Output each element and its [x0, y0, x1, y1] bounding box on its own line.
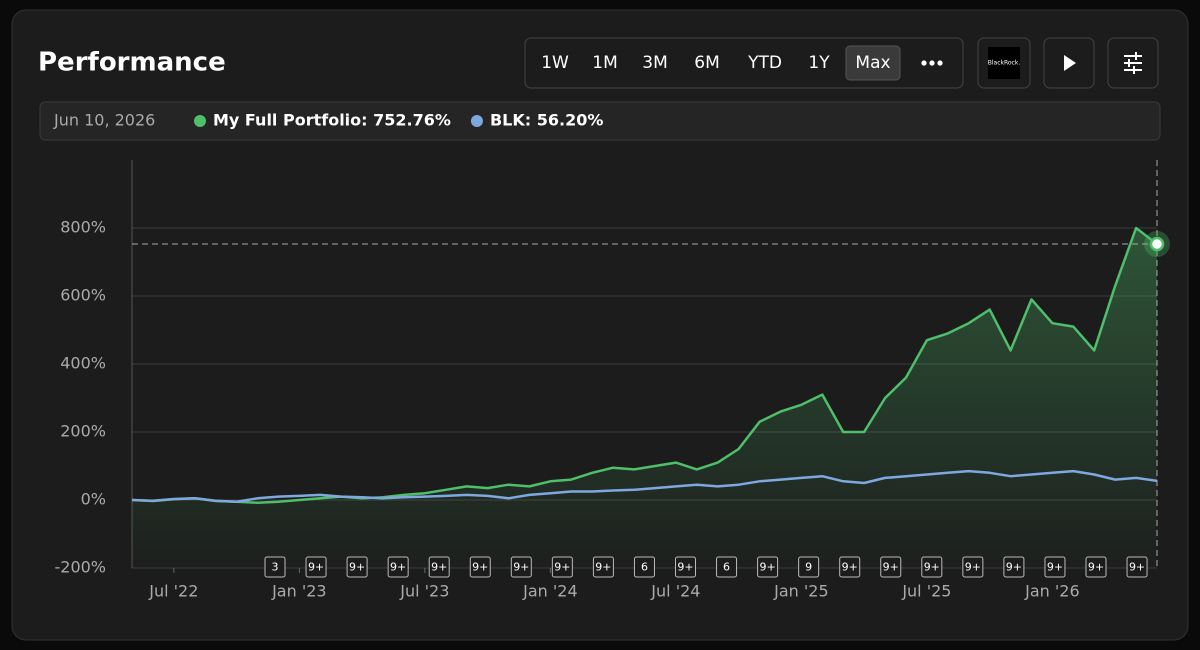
x-tick-label: Jul '24 [650, 582, 700, 601]
event-marker[interactable] [633, 556, 655, 578]
event-marker[interactable] [839, 556, 861, 578]
event-marker[interactable] [387, 556, 409, 578]
event-marker[interactable] [880, 556, 902, 578]
event-marker-label: 9+ [965, 561, 981, 574]
range-button[interactable]: 6M [694, 53, 719, 73]
active-range [845, 45, 901, 81]
range-button[interactable]: 1W [541, 53, 569, 73]
event-marker[interactable] [757, 556, 779, 578]
event-marker-label: 9+ [595, 561, 611, 574]
x-tick-label: Jul '23 [399, 582, 449, 601]
event-marker[interactable] [264, 556, 286, 578]
brand-logo [988, 47, 1020, 79]
event-marker-label: 9+ [431, 561, 447, 574]
x-tick-label: Jan '25 [773, 582, 829, 601]
event-marker-label: 9+ [883, 561, 899, 574]
cursor-point [1149, 236, 1165, 252]
y-tick-label: -200% [54, 558, 106, 577]
event-marker-label: 9+ [1047, 561, 1063, 574]
x-tick-label: Jan '23 [271, 582, 327, 601]
x-tick-label: Jul '25 [901, 582, 951, 601]
legend-colon: : [361, 111, 367, 130]
range-button[interactable]: 1M [592, 53, 617, 73]
event-marker-label: 9+ [349, 561, 365, 574]
event-marker-label: 9 [805, 561, 812, 574]
y-tick-label: 600% [60, 286, 106, 305]
event-marker-label: 9+ [308, 561, 324, 574]
legend-dot [194, 115, 206, 127]
event-marker-label: 9+ [513, 561, 529, 574]
event-marker[interactable] [592, 556, 614, 578]
y-tick-label: 800% [60, 218, 106, 237]
legend-value: 752.76% [373, 111, 451, 130]
x-tick-label: Jul '22 [148, 582, 198, 601]
event-marker-label: 6 [723, 561, 730, 574]
x-tick-label: Jan '26 [1024, 582, 1080, 601]
play-icon [1064, 55, 1076, 71]
event-marker[interactable] [1126, 556, 1148, 578]
event-marker-label: 3 [272, 561, 279, 574]
event-marker[interactable] [305, 556, 327, 578]
event-marker[interactable] [469, 556, 491, 578]
legend-bar [39, 101, 1161, 141]
event-marker-label: 9+ [1088, 561, 1104, 574]
event-marker-label: 9+ [554, 561, 570, 574]
more-button[interactable] [921, 60, 943, 66]
event-marker[interactable] [346, 556, 368, 578]
event-marker[interactable] [716, 556, 738, 578]
settings-icon [1124, 52, 1142, 74]
event-marker-label: 9+ [759, 561, 775, 574]
event-marker[interactable] [675, 556, 696, 578]
x-tick-label: Jan '24 [522, 582, 578, 601]
event-marker[interactable] [1044, 556, 1066, 578]
event-marker[interactable] [510, 556, 532, 578]
legend-name: My Full Portfolio [213, 111, 361, 130]
series-line [131, 469, 1158, 503]
event-marker[interactable] [962, 556, 984, 578]
series-line [131, 226, 1158, 504]
event-marker[interactable] [798, 556, 820, 578]
event-marker-label: 9+ [1129, 561, 1145, 574]
title: Performance [38, 48, 226, 78]
range-button[interactable]: Max [855, 53, 890, 73]
brand-text: BlackRock. [988, 60, 1021, 67]
y-tick-label: 0% [81, 490, 106, 509]
range-button[interactable]: 3M [642, 53, 667, 73]
event-marker[interactable] [921, 556, 943, 578]
event-marker-label: 9+ [1006, 561, 1022, 574]
cursor-date: Jun 10, 2026 [53, 111, 155, 130]
legend-colon: : [525, 111, 531, 130]
event-marker-label: 9+ [842, 561, 858, 574]
event-marker[interactable] [551, 556, 573, 578]
event-marker[interactable] [428, 556, 450, 578]
event-marker-label: 6 [641, 561, 648, 574]
y-tick-label: 400% [60, 354, 106, 373]
legend-value: 56.20% [537, 111, 604, 130]
range-button[interactable]: 1Y [808, 53, 830, 73]
legend-name: BLK [490, 111, 525, 130]
event-marker-label: 9+ [677, 561, 693, 574]
event-marker[interactable] [1085, 556, 1107, 578]
area [132, 228, 1157, 568]
range-button[interactable]: YTD [747, 53, 782, 73]
event-marker[interactable] [1003, 556, 1025, 578]
y-tick-label: 200% [60, 422, 106, 441]
event-marker-label: 9+ [390, 561, 406, 574]
legend-dot [470, 115, 483, 127]
event-marker-label: 9+ [924, 561, 940, 574]
event-marker-label: 9+ [472, 561, 488, 574]
